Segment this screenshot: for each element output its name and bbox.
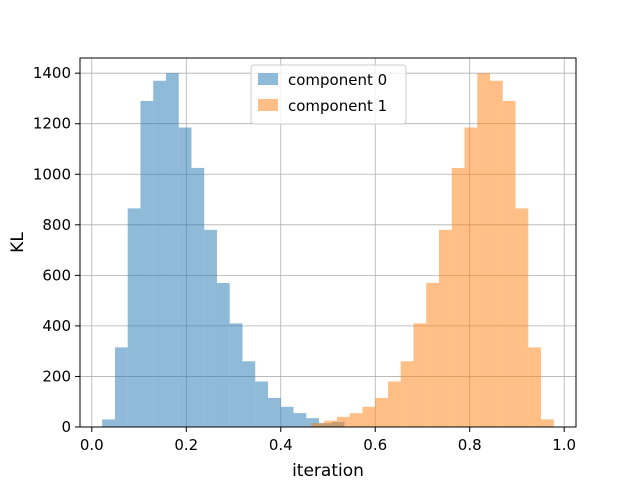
histogram-bar-component-1 xyxy=(451,167,465,428)
histogram-bar-component-0 xyxy=(216,282,230,427)
histogram-bar-component-1 xyxy=(336,416,350,427)
y-tick-label: 1400 xyxy=(33,64,71,82)
x-axis-label: iteration xyxy=(292,461,364,480)
x-tick-label: 0.0 xyxy=(80,436,104,454)
histogram-bar-component-0 xyxy=(140,100,154,427)
histogram-bar-component-0 xyxy=(102,419,115,427)
histogram-bar-component-0 xyxy=(153,80,166,427)
y-tick-label: 800 xyxy=(42,216,71,234)
histogram-bar-component-1 xyxy=(439,229,452,427)
histogram-bar-component-0 xyxy=(114,347,128,427)
histogram-bar-component-1 xyxy=(324,420,337,427)
histogram-bar-component-0 xyxy=(165,73,179,428)
histogram-bar-component-0 xyxy=(191,167,205,428)
x-tick-label: 1.0 xyxy=(552,436,576,454)
histogram-bar-component-1 xyxy=(477,73,491,428)
legend-label-component-0: component 0 xyxy=(288,71,387,89)
histogram-bar-component-1 xyxy=(400,361,414,427)
histogram-bar-component-1 xyxy=(311,423,325,427)
x-tick-label: 0.2 xyxy=(174,436,198,454)
histogram-bar-component-1 xyxy=(375,397,388,427)
y-tick-label: 1200 xyxy=(33,115,71,133)
histogram-bar-component-1 xyxy=(515,208,529,427)
x-tick-label: 0.8 xyxy=(458,436,482,454)
histogram-bar-component-1 xyxy=(426,282,440,427)
legend-label-component-1: component 1 xyxy=(288,97,387,115)
histogram-bar-component-0 xyxy=(127,208,141,427)
y-tick-label: 1000 xyxy=(33,165,71,183)
histogram-bar-component-0 xyxy=(204,229,217,427)
histogram-bar-component-1 xyxy=(413,323,427,427)
y-tick-label: 200 xyxy=(42,367,71,385)
histogram-bar-component-1 xyxy=(490,80,503,427)
histogram-bar-component-0 xyxy=(306,418,320,427)
histogram-bar-component-1 xyxy=(387,381,401,427)
axis-ticks: 0.0 0.2 0.4 0.6 0.8 1.0 0 200 400 600 800 1000 1200 1… xyxy=(33,64,576,454)
legend: component 0 component 1 xyxy=(250,64,407,125)
histogram-bar-component-0 xyxy=(229,323,243,427)
histogram-bar-component-1 xyxy=(362,406,376,427)
x-tick-label: 0.4 xyxy=(269,436,293,454)
legend-swatch-component-0 xyxy=(258,73,278,85)
histogram-bars xyxy=(102,73,554,428)
y-tick-label: 0 xyxy=(61,418,71,436)
legend-box xyxy=(250,64,407,125)
histogram-bar-component-1 xyxy=(502,100,516,427)
y-axis-label: KL xyxy=(8,232,28,253)
y-tick-label: 600 xyxy=(42,266,71,284)
histogram-bar-component-1 xyxy=(349,413,363,427)
histogram-bar-component-1 xyxy=(541,419,554,427)
x-tick-label: 0.6 xyxy=(363,436,387,454)
histogram-bar-component-0 xyxy=(255,381,269,427)
histogram-bar-component-1 xyxy=(464,127,478,428)
histogram-bar-component-1 xyxy=(528,347,542,427)
histogram-bar-component-0 xyxy=(242,361,256,427)
plot-frame xyxy=(79,57,577,428)
histogram-bar-component-0 xyxy=(293,413,307,427)
legend-swatch-component-1 xyxy=(258,99,278,111)
histogram-bar-component-0 xyxy=(178,127,192,428)
histogram-bar-component-0 xyxy=(268,397,281,427)
y-tick-label: 400 xyxy=(42,317,71,335)
histogram-bar-component-0 xyxy=(280,406,294,427)
